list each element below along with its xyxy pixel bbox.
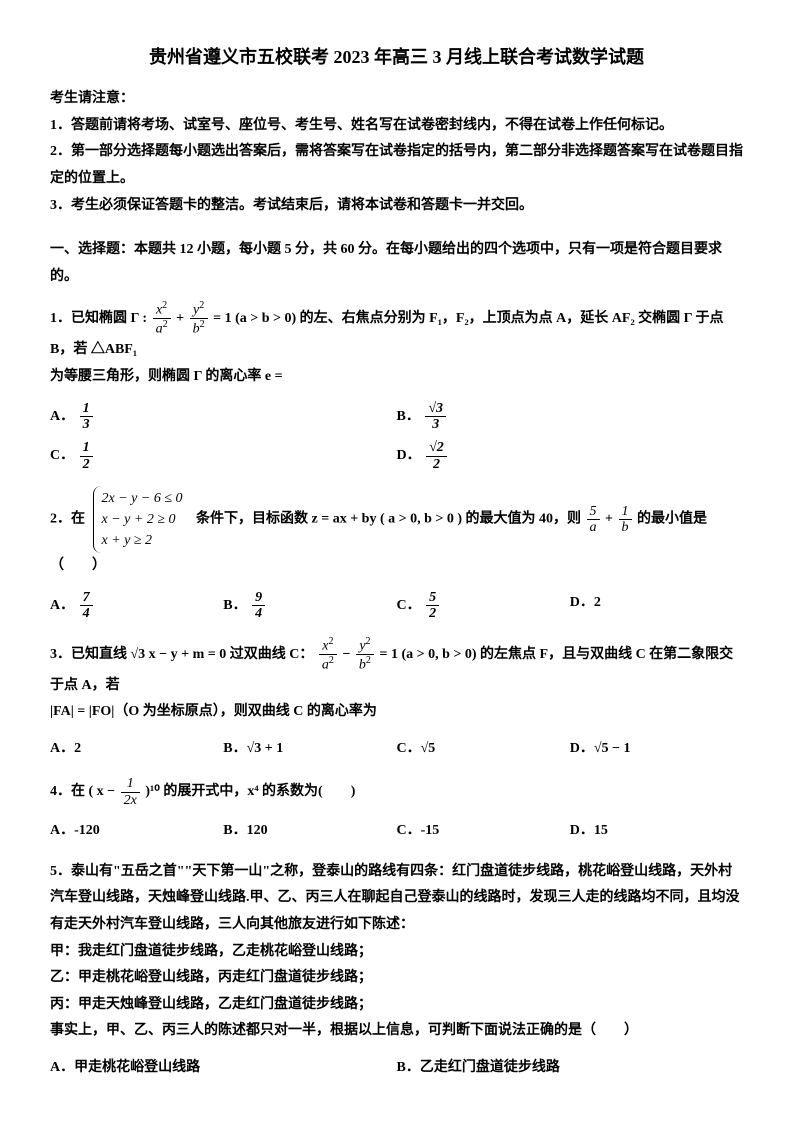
q2-stem-pre: 2．在 xyxy=(50,512,85,527)
q3-option-b: B．√3 + 1 xyxy=(223,732,396,767)
q3-option-d: D．√5 − 1 xyxy=(570,732,743,767)
q3-frac-2: y2 b2 xyxy=(356,636,374,673)
page-title: 贵州省遵义市五校联考 2023 年高三 3 月线上联合考试数学试题 xyxy=(50,40,743,74)
q4-option-d: D．15 xyxy=(570,814,743,849)
q5-option-b: B．乙走红门盘道徒步线路 xyxy=(397,1051,744,1086)
q5-option-a: A．甲走桃花峪登山线路 xyxy=(50,1051,397,1086)
q4-stem-mid: )¹⁰ 的展开式中，x⁴ 的系数为( ) xyxy=(145,785,355,800)
q4-stem-pre: 4．在 ( x − xyxy=(50,785,119,800)
q3-options: A．2 B．√3 + 1 C．√5 D．√5 − 1 xyxy=(50,732,743,767)
q4-options: A．-120 B．120 C．-15 D．15 xyxy=(50,814,743,849)
question-4: 4．在 ( x − 12x )¹⁰ 的展开式中，x⁴ 的系数为( ) A．-12… xyxy=(50,776,743,848)
q2-option-d: D．2 xyxy=(570,586,743,626)
q4-option-a: A．-120 xyxy=(50,814,223,849)
question-1: 1．已知椭圆 Γ : x2 a2 + y2 b2 = 1 (a > b > 0)… xyxy=(50,300,743,476)
q1-option-d: D． √22 xyxy=(397,436,744,476)
notice-2: 2．第一部分选择题每小题选出答案后，需将答案写在试卷指定的括号内，第二部分非选择… xyxy=(50,139,743,192)
q5-p4: 丙：甲走天烛峰登山线路，乙走红门盘道徒步线路； xyxy=(50,992,743,1019)
question-5: 5．泰山有"五岳之首""天下第一山"之称，登泰山的路线有四条：红门盘道徒步线路，… xyxy=(50,859,743,1086)
q3-frac-1: x2 a2 xyxy=(319,636,337,673)
q4-option-c: C．-15 xyxy=(397,814,570,849)
q2-frac-2: 1b xyxy=(619,504,632,536)
q5-p1: 5．泰山有"五岳之首""天下第一山"之称，登泰山的路线有四条：红门盘道徒步线路，… xyxy=(50,859,743,939)
q1-options: A． 13 B． √33 C． 12 D． √22 xyxy=(50,397,743,477)
q2-option-a: A． 74 xyxy=(50,586,223,626)
q4-option-b: B．120 xyxy=(223,814,396,849)
q1-option-a: A． 13 xyxy=(50,397,397,437)
notice-heading: 考生请注意： xyxy=(50,86,743,113)
notice-3: 3．考生必须保证答题卡的整洁。考试结束后，请将本试卷和答题卡一并交回。 xyxy=(50,193,743,220)
q5-options: A．甲走桃花峪登山线路 B．乙走红门盘道徒步线路 xyxy=(50,1051,743,1086)
q5-p5: 事实上，甲、乙、丙三人的陈述都只对一半，根据以上信息，可判断下面说法正确的是（ … xyxy=(50,1018,743,1045)
question-2: 2．在 2x − y − 6 ≤ 0 x − y + 2 ≥ 0 x + y ≥… xyxy=(50,486,743,625)
q2-system: 2x − y − 6 ≤ 0 x − y + 2 ≥ 0 x + y ≥ 2 xyxy=(93,486,189,553)
q3-option-c: C．√5 xyxy=(397,732,570,767)
q5-p2: 甲：我走红门盘道徒步线路，乙走桃花峪登山线路； xyxy=(50,939,743,966)
q2-options: A． 74 B． 94 C． 52 D．2 xyxy=(50,586,743,626)
q3-stem-pre: 3．已知直线 √3 x − y + m = 0 过双曲线 C： xyxy=(50,646,313,661)
q4-frac: 12x xyxy=(121,776,140,808)
q3-option-a: A．2 xyxy=(50,732,223,767)
question-3: 3．已知直线 √3 x − y + m = 0 过双曲线 C： x2 a2 − … xyxy=(50,636,743,767)
q1-stem-tail: 为等腰三角形，则椭圆 Γ 的离心率 e = xyxy=(50,364,743,391)
section-1-heading: 一、选择题：本题共 12 小题，每小题 5 分，共 60 分。在每小题给出的四个… xyxy=(50,237,743,290)
q1-stem-pre: 1．已知椭圆 Γ : xyxy=(50,311,147,326)
q2-frac-1: 5a xyxy=(587,504,600,536)
q1-frac-2: y2 b2 xyxy=(190,300,208,337)
q1-stem-mid: = 1 (a > b > 0) 的左、右焦点分别为 F₁，F₂，上顶点为点 A，… xyxy=(50,311,724,357)
q5-p3: 乙：甲走桃花峪登山线路，丙走红门盘道徒步线路； xyxy=(50,965,743,992)
q2-option-b: B． 94 xyxy=(223,586,396,626)
q1-option-c: C． 12 xyxy=(50,436,397,476)
q1-frac-1: x2 a2 xyxy=(153,300,171,337)
q2-stem-mid: 条件下，目标函数 z = ax + by ( a > 0, b > 0 ) 的最… xyxy=(196,512,585,527)
q3-stem-tail: |FA| = |FO|（O 为坐标原点），则双曲线 C 的离心率为 xyxy=(50,699,743,726)
q1-option-b: B． √33 xyxy=(397,397,744,437)
notice-1: 1．答题前请将考场、试室号、座位号、考生号、姓名写在试卷密封线内，不得在试卷上作… xyxy=(50,113,743,140)
q2-option-c: C． 52 xyxy=(397,586,570,626)
